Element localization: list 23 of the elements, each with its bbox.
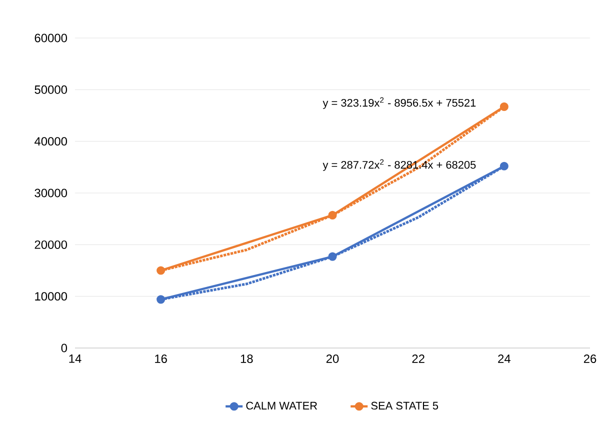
legend-label: SEA STATE 5 [371, 402, 438, 410]
x-tick-label: 18 [240, 354, 253, 363]
point [328, 252, 337, 261]
y-tick-label: 0 [61, 344, 68, 352]
annotation: y = 323.19x$^{2}$ - 8956.5x + 75521 [322, 97, 476, 109]
y-tick-label: 60000 [34, 34, 68, 42]
y-tick-label: 40000 [34, 137, 68, 146]
x-tick-label: 26 [584, 354, 596, 363]
point [328, 210, 337, 220]
legend-label: CALM WATER [246, 402, 318, 410]
point [156, 266, 166, 275]
x-tick-label: 20 [326, 354, 339, 363]
y-tick-label: 10000 [35, 292, 68, 301]
x-tick-label: 24 [498, 354, 510, 363]
y-tick-label: 30000 [34, 188, 68, 198]
x-tick-label: 14 [69, 354, 82, 363]
x-tick-label: 22 [412, 354, 424, 363]
y-tick-label: 50000 [34, 85, 68, 94]
point [500, 102, 508, 111]
x-tick-label: 16 [155, 354, 167, 363]
point [500, 162, 508, 170]
y-tick-label: 20000 [34, 240, 68, 249]
point [156, 295, 166, 304]
